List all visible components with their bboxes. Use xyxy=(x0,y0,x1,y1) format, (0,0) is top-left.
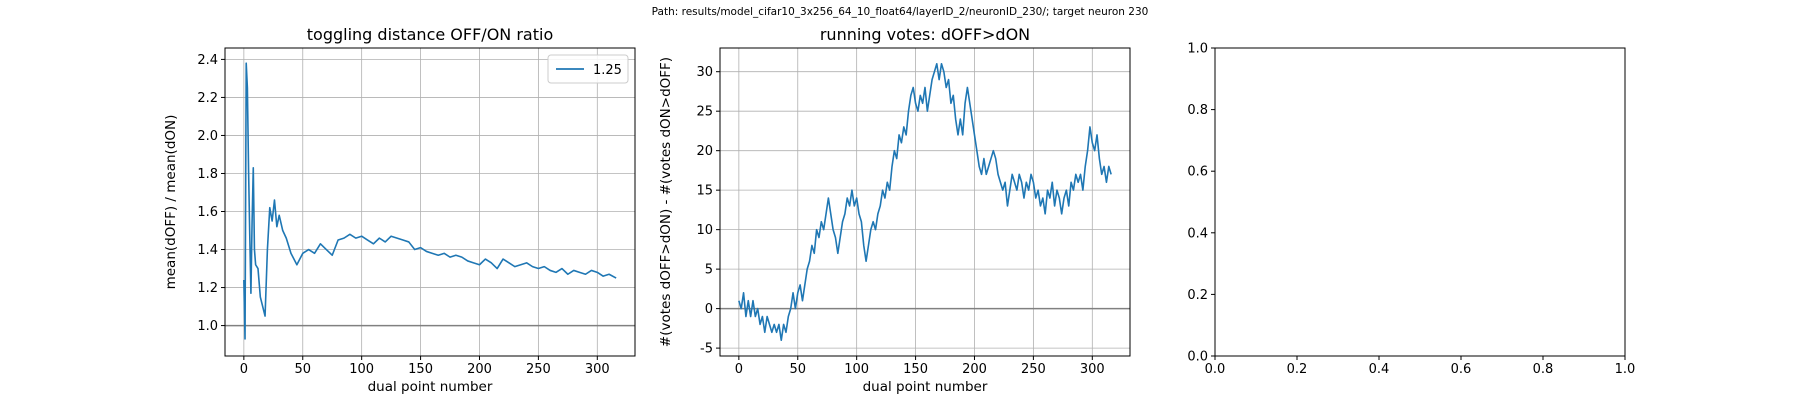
chart-2-y-tick-label: 20 xyxy=(696,144,713,159)
chart-2-series-line-1 xyxy=(738,62,1112,342)
chart-3-y-tick-label: 1.0 xyxy=(1187,42,1208,57)
chart-2-x-tick-label: 300 xyxy=(1080,362,1105,377)
chart-2-y-tick-label: 0 xyxy=(705,302,713,317)
chart-1-x-tick-label: 50 xyxy=(294,362,311,377)
chart-3-y-tick-label: 0.4 xyxy=(1187,226,1208,241)
chart-1-y-tick-label: 1.2 xyxy=(197,281,218,296)
chart-2-x-axis-label: dual point number xyxy=(863,379,988,395)
chart-2-y-tick-label: 30 xyxy=(696,65,713,80)
chart-2-y-tick-label: 10 xyxy=(696,223,713,238)
chart-1-x-tick-label: 200 xyxy=(467,362,492,377)
chart-1-y-tick-label: 1.8 xyxy=(197,167,218,182)
chart-1-y-tick-label: 1.6 xyxy=(197,205,218,220)
chart-1-y-tick-label: 2.0 xyxy=(197,129,218,144)
chart-3-x-tick-label: 0.2 xyxy=(1287,362,1308,377)
chart-1-x-axis-label: dual point number xyxy=(368,379,493,395)
chart-2-axes-frame xyxy=(719,47,1131,357)
chart-3-y-tick-label: 0.2 xyxy=(1187,288,1208,303)
chart-1-y-tick-label: 2.4 xyxy=(197,53,218,68)
chart-1-axes-frame xyxy=(224,47,636,357)
chart-1-x-tick-label: 100 xyxy=(349,362,374,377)
chart-2-x-tick-label: 50 xyxy=(789,362,806,377)
chart-1-x-tick-label: 300 xyxy=(585,362,610,377)
chart-3-y-tick-label: 0.6 xyxy=(1187,165,1208,180)
chart-1-series-line-1 xyxy=(243,62,617,340)
chart-1-legend-label: 1.25 xyxy=(593,63,622,78)
chart-3-y-tick-label: 0.8 xyxy=(1187,103,1208,118)
figure-suptitle: Path: results/model_cifar10_3x256_64_10_… xyxy=(651,6,1149,18)
chart-2-y-tick-label: 5 xyxy=(705,263,713,278)
chart-1-y-tick-label: 1.4 xyxy=(197,243,218,258)
chart-1-x-tick-label: 0 xyxy=(240,362,248,377)
chart-1-title: toggling distance OFF/ON ratio xyxy=(307,25,553,44)
chart-2-y-tick-label: 15 xyxy=(696,184,713,199)
chart-1-x-tick-label: 150 xyxy=(408,362,433,377)
chart-2-title: running votes: dOFF>dON xyxy=(820,25,1030,44)
chart-3-y-tick-label: 0.0 xyxy=(1187,350,1208,365)
chart-3-x-tick-label: 1.0 xyxy=(1615,362,1636,377)
chart-1-y-axis-label: mean(dOFF) / mean(dON) xyxy=(163,115,179,290)
chart-2-y-tick-label: -5 xyxy=(700,342,713,357)
chart-2-y-tick-label: 25 xyxy=(696,105,713,120)
chart-1-y-tick-label: 1.0 xyxy=(197,319,218,334)
chart-1-x-tick-label: 250 xyxy=(526,362,551,377)
chart-3-axes-frame xyxy=(1214,47,1626,357)
chart-2-x-tick-label: 100 xyxy=(844,362,869,377)
chart-1-y-tick-label: 2.2 xyxy=(197,91,218,106)
chart-2-y-axis-label: #(votes dOFF>dON) - #(votes dON>dOFF) xyxy=(658,57,674,347)
chart-3-x-tick-label: 0.8 xyxy=(1533,362,1554,377)
chart-2-x-tick-label: 150 xyxy=(903,362,928,377)
chart-2-x-tick-label: 250 xyxy=(1021,362,1046,377)
chart-3-x-tick-label: 0.4 xyxy=(1369,362,1390,377)
chart-2-x-tick-label: 200 xyxy=(962,362,987,377)
chart-2-x-tick-label: 0 xyxy=(735,362,743,377)
chart-3-x-tick-label: 0.0 xyxy=(1205,362,1226,377)
chart-1-legend-box xyxy=(547,54,629,84)
chart-3-x-tick-label: 0.6 xyxy=(1451,362,1472,377)
